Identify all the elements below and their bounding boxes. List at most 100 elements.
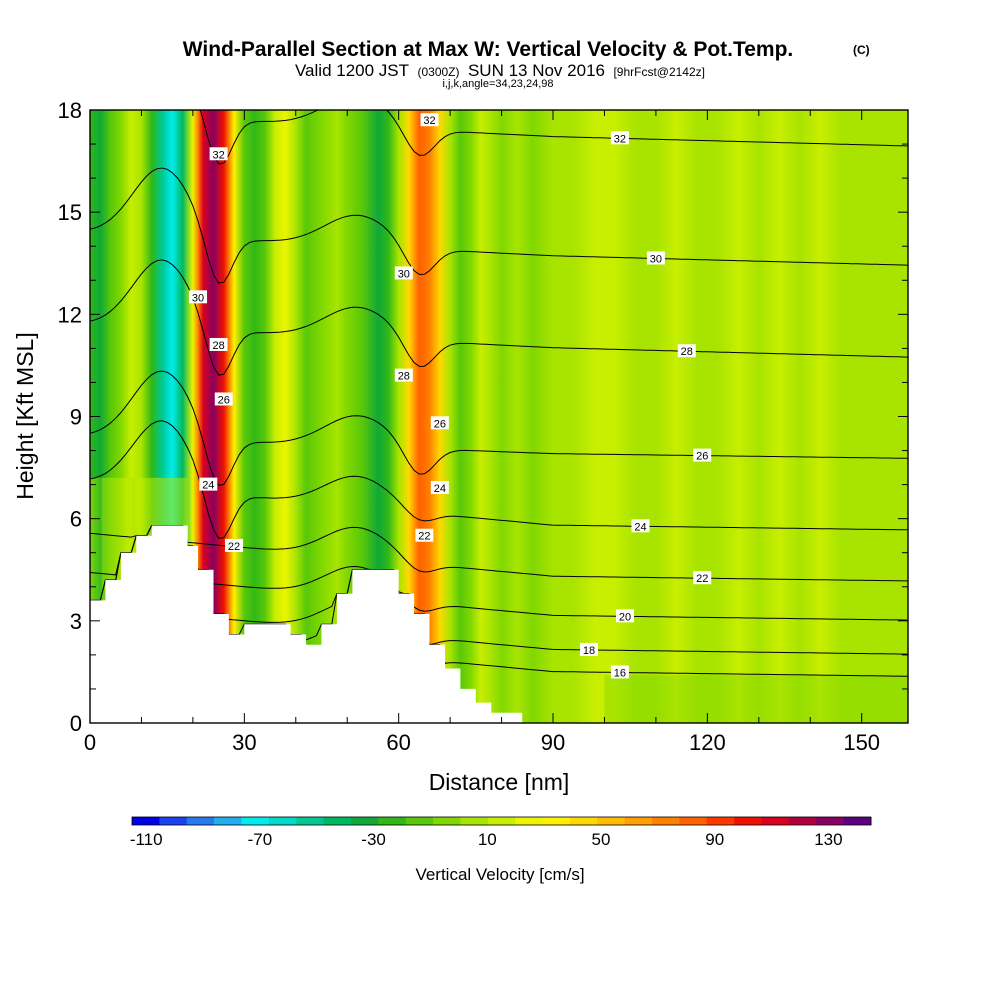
isentrope-label-text: 22 [228,541,240,553]
colorbar-swatch [816,817,845,825]
isentrope-label-26: 26 [430,416,449,430]
isentrope-label-bg [631,519,650,533]
isentrope-label-28: 28 [677,344,696,358]
isentrope-label-22: 22 [225,538,244,553]
chart-subtitle: Valid 1200 JST (0300Z) SUN 13 Nov 2016 [… [295,61,705,80]
isentrope-label-text: 30 [398,268,410,280]
subtitle-valid: Valid 1200 JST [295,61,409,80]
isentrope-26 [90,370,908,486]
x-tick-label: 90 [541,730,565,755]
isentrope-label-bg [430,416,449,430]
isentrope-20 [90,525,908,621]
isentrope-label-text: 28 [398,371,410,383]
isentrope-label-bg [394,266,413,280]
colorbar-title: Vertical Velocity [cm/s] [415,865,584,884]
isentrope-layer [90,110,908,677]
colorbar-swatch [268,817,297,825]
y-tick-label: 12 [58,302,82,327]
isentrope-label-bg [610,665,629,679]
isentrope-label-text: 28 [212,340,224,352]
isentrope-28 [90,259,908,376]
isentrope-label-24: 24 [430,481,449,495]
isentrope-label-text: 22 [418,531,430,543]
y-tick-label: 0 [70,711,82,736]
isentrope-label-bg [189,290,208,304]
isentrope-label-22: 22 [415,528,434,543]
colorbar-swatch [652,817,680,825]
colorbar-swatch [706,817,735,825]
isentrope-label-bg [415,528,434,542]
colorbar-labels: -110 -70 -30 10 50 90 130 [130,830,843,849]
isentrope-label-30: 30 [646,251,665,265]
isentrope-label-bg [677,344,696,358]
isentrope-label-bg [199,477,218,491]
colorbar-swatch [378,817,407,825]
colorbar-swatch [159,817,188,825]
colorbar-label: -70 [248,830,273,849]
isentrope-label-bg [610,131,629,145]
isentrope-label-26: 26 [693,448,712,463]
colorbar-swatch [624,817,653,825]
colorbar-label: 50 [592,830,611,849]
isentrope-label-bg [420,113,439,127]
isentrope-label-18: 18 [580,642,599,657]
colorbar-label: 130 [814,830,842,849]
colorbar-swatch [761,817,790,825]
y-axis-tick-labels: 0 3 6 9 12 15 18 [58,98,82,736]
isentrope-label-text: 26 [218,394,230,406]
x-tick-label: 150 [843,730,880,755]
isentrope-label-20: 20 [616,609,635,623]
isentrope-label-30: 30 [394,266,413,280]
y-axis-title: Height [Kft MSL] [12,332,38,499]
isentrope-label-bg [394,368,413,382]
colorbar-label: 90 [705,830,724,849]
x-axis-title: Distance [nm] [429,769,570,795]
isentrope-label-bg [646,251,665,265]
y-tick-label: 6 [70,507,82,532]
isentrope-label-24: 24 [199,477,218,492]
subtitle-indices: i,j,k,angle=34,23,24,98 [442,78,553,90]
boundary-layer-field [604,675,908,723]
y-tick-label: 3 [70,609,82,634]
colorbar-swatch [186,817,215,825]
isentrope-label-text: 24 [434,483,446,495]
x-tick-label: 0 [84,730,96,755]
colorbar-swatch [597,817,626,825]
isentrope-label-bg [693,448,712,462]
colorbar-label: -110 [130,830,163,849]
isentrope-label-text: 22 [696,573,708,585]
isentrope-label-28: 28 [209,337,228,352]
isentrope-label-bg [430,481,449,495]
subtitle-date: SUN 13 Nov 2016 [468,61,605,80]
y-tick-label: 9 [70,405,82,430]
isentrope-label-bg [693,571,712,585]
subtitle-forecast: [9hrFcst@2142z] [613,65,705,79]
colorbar-swatch [433,817,461,825]
isentrope-label-32: 32 [420,113,439,127]
colorbar-label: -30 [361,830,386,849]
isentrope-label-bg [209,147,228,161]
isentrope-label-text: 26 [696,451,708,463]
colorbar [131,816,872,826]
colorbar-swatch [788,817,817,825]
isentrope-30 [90,167,908,284]
isentrope-label-32: 32 [610,131,629,145]
colorbar-swatch [487,817,516,825]
isentrope-label-text: 24 [634,521,646,533]
isentrope-label-bg [225,538,244,552]
x-tick-label: 30 [232,730,256,755]
colorbar-swatch [569,817,598,825]
isentrope-label-16: 16 [610,665,629,679]
isentrope-label-layer: 16 18 20 22 22 24 24 26 26 28 28 30 30 32 32 32 30 28 26 24… [189,113,712,679]
colorbar-swatch [515,817,543,825]
colorbar-swatch [542,817,571,825]
isentrope-label-22: 22 [693,571,712,585]
colorbar-frame [131,816,872,826]
isentrope-24 [90,420,908,539]
colorbar-swatch [734,817,762,825]
colorbar-swatch [350,817,379,825]
colorbar-swatch [679,817,708,825]
x-tick-label: 60 [386,730,410,755]
subtitle-utc: (0300Z) [417,65,459,79]
